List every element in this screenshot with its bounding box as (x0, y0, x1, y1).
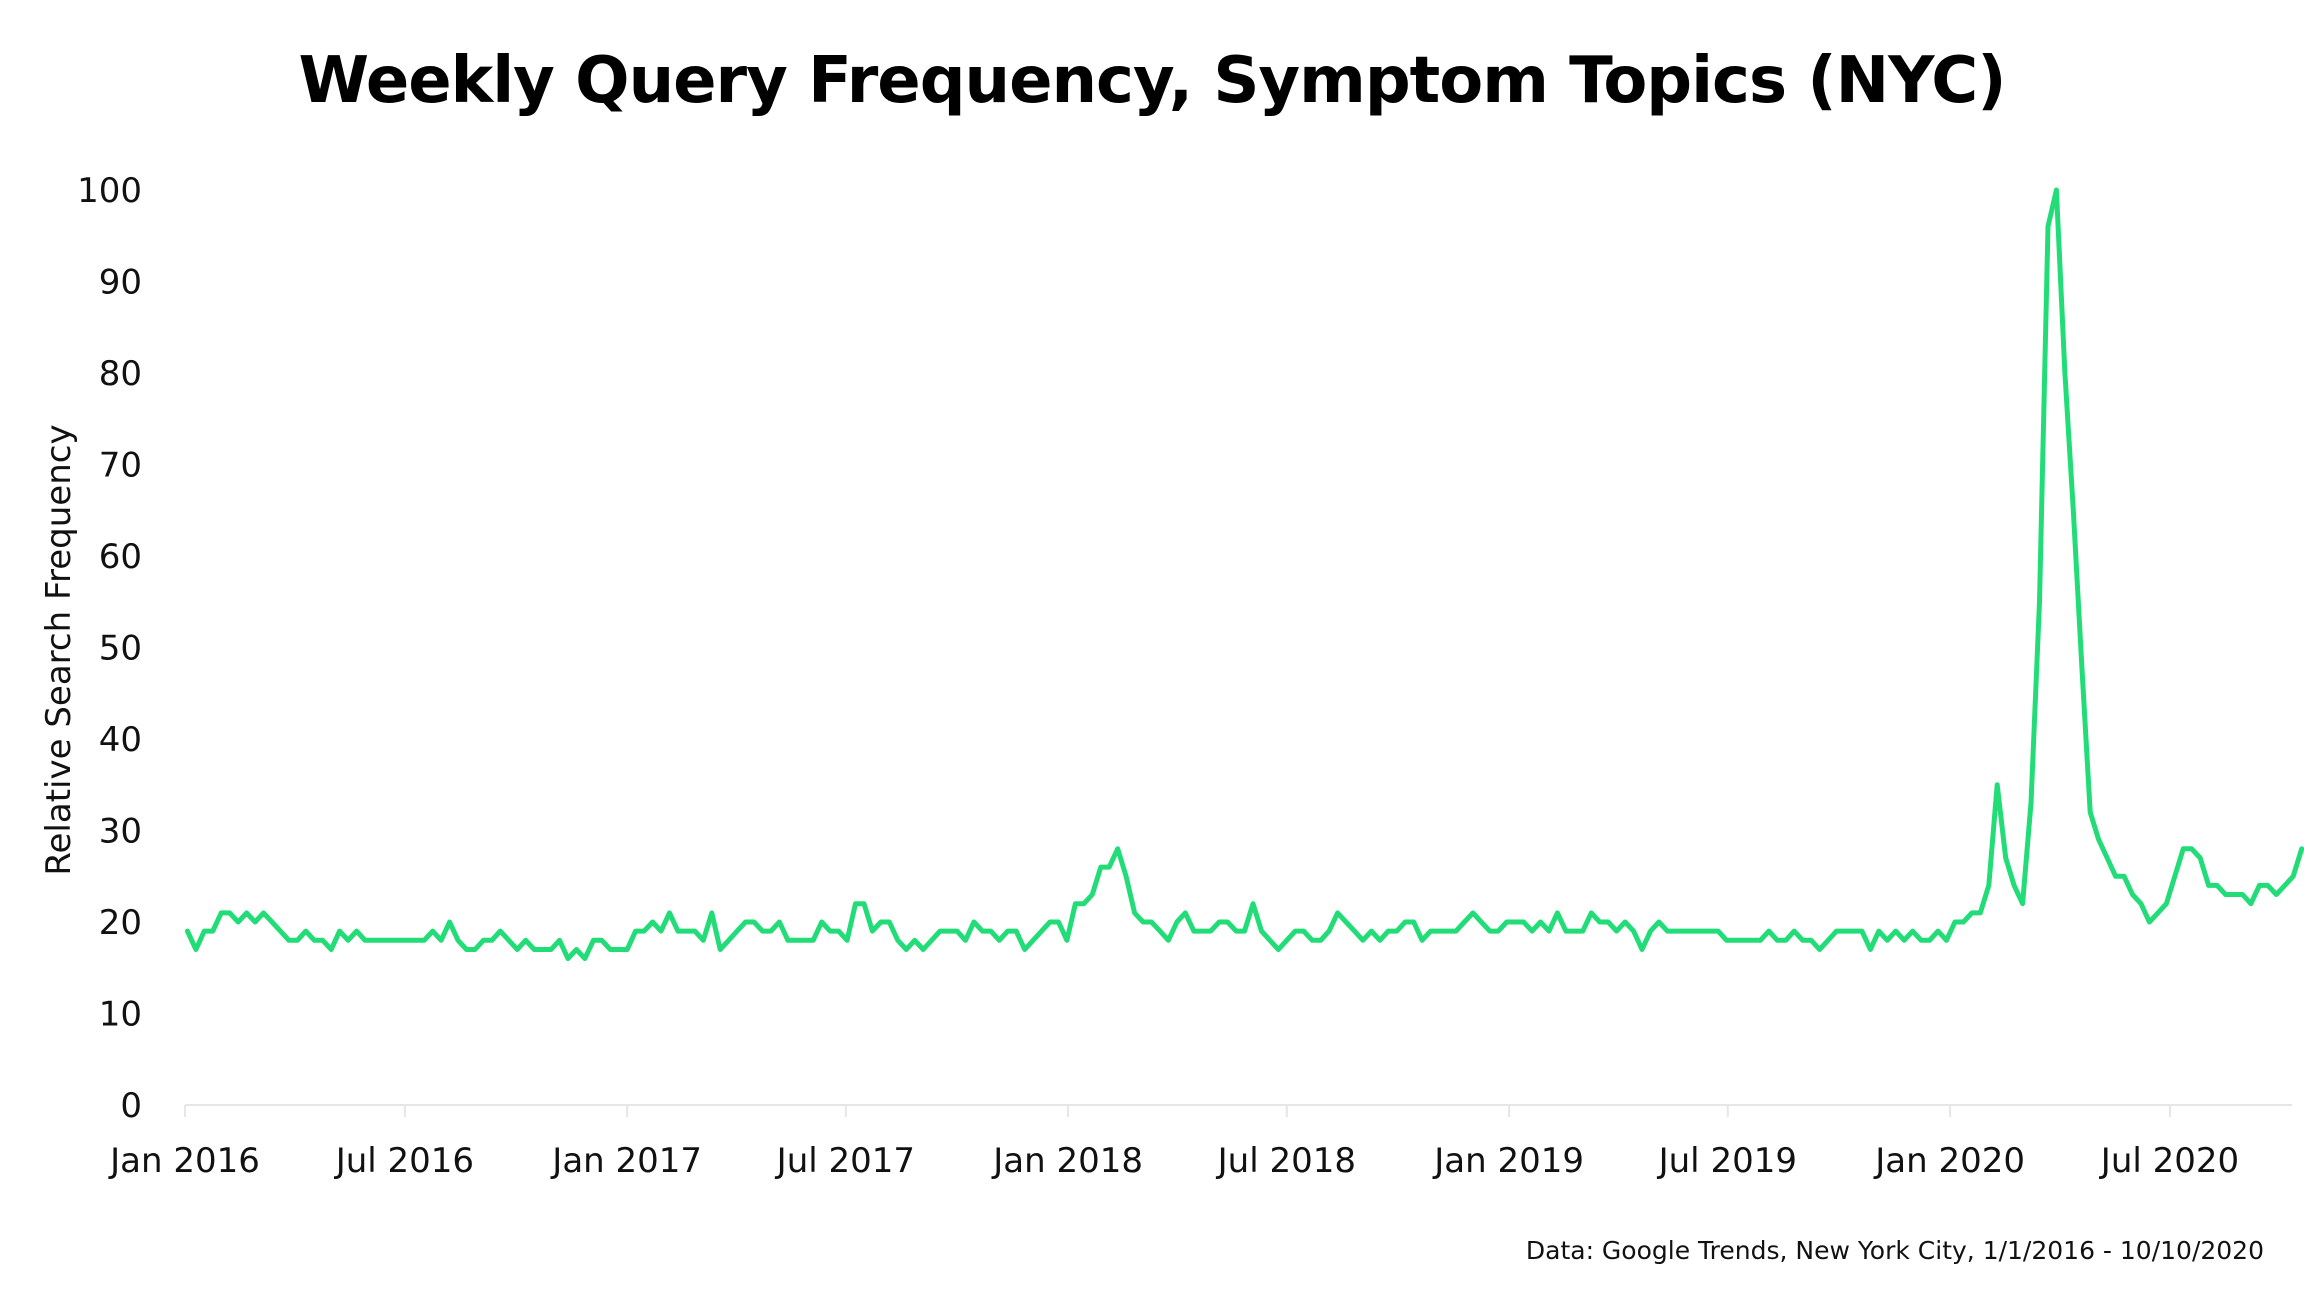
x-tick-label: Jul 2016 (334, 1141, 474, 1181)
x-tick-label: Jan 2016 (108, 1141, 260, 1181)
x-tick-label: Jul 2019 (1657, 1141, 1797, 1181)
x-tick-label: Jan 2019 (1432, 1141, 1584, 1181)
x-tick-label: Jul 2017 (775, 1141, 915, 1181)
series-layer (184, 187, 2304, 962)
y-tick-label: 80 (99, 354, 142, 394)
x-tick-label: Jan 2018 (991, 1141, 1143, 1181)
source-note: Data: Google Trends, New York City, 1/1/… (1525, 1236, 2264, 1265)
x-tick-label: Jul 2018 (1216, 1141, 1356, 1181)
y-tick-label: 60 (99, 537, 142, 577)
y-tick-label: 10 (99, 995, 142, 1035)
y-tick-label: 40 (99, 720, 142, 760)
y-tick-label: 0 (120, 1086, 142, 1126)
y-axis-ticks: 0 10 20 30 40 50 60 70 80 90 100 (77, 171, 142, 1126)
y-tick-label: 100 (77, 171, 142, 211)
y-tick-label: 70 (99, 446, 142, 486)
x-tick-label: Jan 2020 (1873, 1141, 2025, 1181)
y-tick-label: 50 (99, 629, 142, 669)
series-line (184, 187, 2304, 962)
y-tick-label: 20 (99, 903, 142, 943)
x-tick-label: Jan 2017 (550, 1141, 702, 1181)
chart-title: Weekly Query Frequency, Symptom Topics (… (298, 44, 2007, 118)
y-tick-label: 90 (99, 263, 142, 303)
y-axis-label: Relative Search Frequency (39, 424, 79, 875)
y-tick-label: 30 (99, 812, 142, 852)
x-tick-label: Jul 2020 (2099, 1141, 2239, 1181)
x-axis-ticks: Jan 2016 Jul 2016 Jan 2017 Jul 2017 Jan 2018… (108, 1105, 2239, 1181)
